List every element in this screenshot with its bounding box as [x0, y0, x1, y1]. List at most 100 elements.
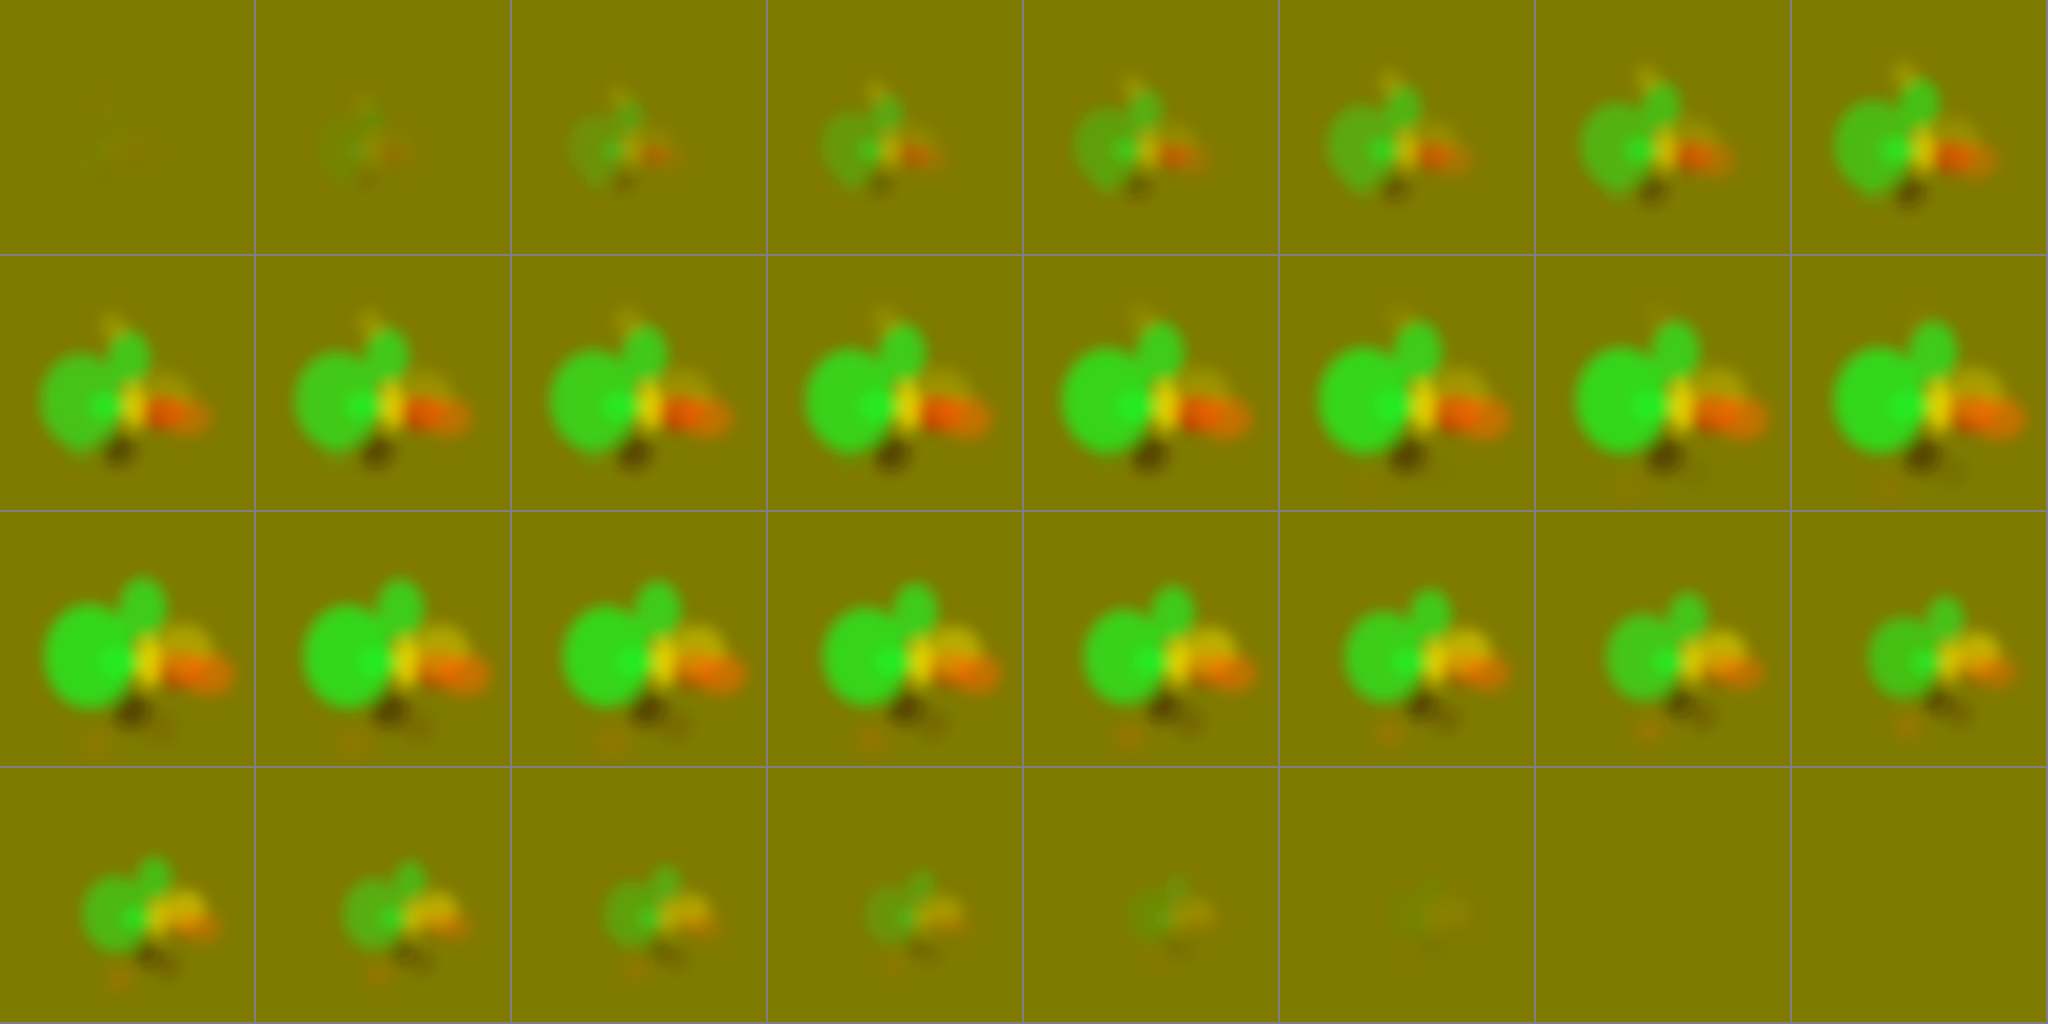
color-blob — [1129, 434, 1168, 473]
color-blob — [406, 900, 422, 936]
color-blob — [1413, 379, 1435, 433]
color-blob — [1634, 718, 1663, 743]
blob-group — [44, 577, 235, 760]
frame-image — [820, 80, 949, 195]
color-blob — [353, 166, 376, 188]
color-blob — [395, 636, 417, 688]
frame-image — [1834, 61, 1998, 208]
color-blob — [1083, 609, 1166, 704]
color-blob — [44, 603, 135, 709]
color-blob — [635, 580, 681, 641]
color-blob — [379, 906, 409, 930]
frame-image — [1061, 303, 1252, 473]
color-blob — [568, 114, 624, 179]
blob-group — [823, 583, 1002, 754]
blob-group — [568, 86, 686, 192]
color-blob — [357, 432, 394, 468]
blob-group — [1326, 70, 1474, 202]
color-blob — [893, 583, 938, 641]
color-blob — [1644, 434, 1683, 474]
color-blob — [1895, 715, 1922, 739]
color-blob — [294, 351, 379, 450]
frame-image — [1126, 874, 1225, 969]
color-blob — [871, 433, 910, 472]
blob-group — [315, 91, 423, 188]
frame-image — [1344, 588, 1510, 747]
frame-tile — [0, 0, 254, 254]
color-blob — [136, 856, 172, 902]
color-blob — [368, 135, 381, 165]
frame-tile — [768, 768, 1022, 1022]
color-blob — [666, 948, 688, 970]
color-blob — [865, 80, 885, 100]
color-blob — [1141, 131, 1158, 169]
color-blob — [1941, 641, 1959, 683]
color-blob — [952, 653, 1002, 694]
color-blob — [1634, 65, 1659, 89]
frame-image — [1868, 596, 2017, 739]
color-blob — [943, 912, 974, 938]
color-blob — [562, 605, 650, 707]
frame-image — [603, 865, 724, 980]
blob-group — [1318, 301, 1510, 473]
color-blob — [855, 726, 887, 754]
color-blob — [1972, 396, 2026, 440]
color-blob — [1921, 684, 1951, 714]
frame-image — [1792, 768, 2046, 1022]
color-blob — [344, 390, 385, 422]
color-blob — [1909, 649, 1944, 675]
frame-tile — [512, 256, 766, 510]
color-blob — [393, 860, 427, 903]
color-blob — [1892, 174, 1925, 208]
blob-group — [805, 304, 992, 472]
color-blob — [364, 327, 409, 385]
frame-tile — [1536, 0, 1790, 254]
color-blob — [621, 325, 668, 385]
frame-tile — [0, 256, 254, 510]
color-blob — [1383, 888, 1429, 942]
color-blob — [1384, 84, 1422, 133]
frame-tile — [256, 768, 510, 1022]
color-blob — [1683, 640, 1702, 684]
frame-tile — [1792, 0, 2046, 254]
color-blob — [1643, 301, 1672, 331]
color-blob — [870, 304, 899, 333]
color-blob — [653, 636, 674, 688]
frame-image — [562, 580, 746, 756]
frame-tile — [768, 512, 1022, 766]
color-blob — [603, 881, 661, 948]
color-blob — [111, 137, 122, 163]
color-blob — [1676, 455, 1711, 489]
color-blob — [1575, 347, 1668, 453]
color-blob — [614, 645, 656, 679]
color-blob — [878, 323, 926, 384]
color-blob — [1132, 646, 1171, 678]
frame-image — [1318, 301, 1510, 473]
color-blob — [1833, 347, 1925, 453]
color-blob — [1431, 704, 1461, 734]
color-blob — [303, 604, 393, 708]
color-blob — [659, 708, 692, 741]
color-blob — [1898, 77, 1940, 131]
frame-image — [823, 583, 1002, 754]
color-blob — [1430, 904, 1442, 932]
color-blob — [873, 646, 914, 678]
color-blob — [637, 907, 665, 929]
color-blob — [1662, 685, 1694, 717]
color-blob — [1715, 396, 1768, 440]
color-blob — [423, 397, 472, 437]
color-blob — [1457, 396, 1510, 440]
color-blob — [1421, 875, 1445, 907]
color-blob — [315, 117, 367, 177]
blob-group — [1580, 65, 1736, 205]
color-blob — [1197, 913, 1225, 936]
color-blob — [357, 102, 385, 138]
color-blob — [639, 380, 661, 432]
color-blob — [1914, 127, 1934, 173]
frame-image — [1383, 875, 1469, 952]
color-blob — [1399, 129, 1416, 171]
blob-group — [820, 80, 949, 195]
color-blob — [650, 865, 681, 904]
color-blob — [1208, 653, 1256, 693]
color-blob — [1199, 396, 1252, 440]
